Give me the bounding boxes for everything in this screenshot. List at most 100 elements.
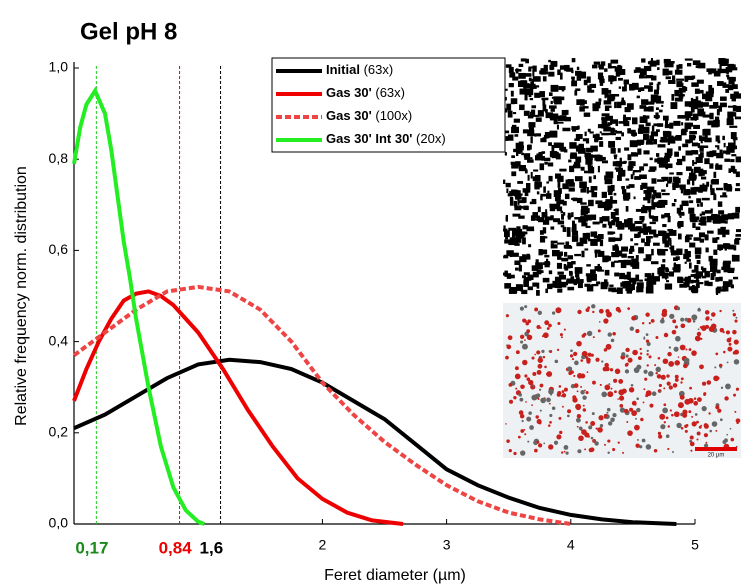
texture xyxy=(628,387,635,393)
texture xyxy=(557,253,562,257)
texture xyxy=(575,271,580,278)
texture xyxy=(510,161,516,165)
texture xyxy=(630,174,634,180)
texture xyxy=(580,188,587,193)
texture xyxy=(573,223,577,230)
texture xyxy=(623,274,631,280)
texture xyxy=(711,312,716,317)
texture xyxy=(700,140,703,144)
texture xyxy=(650,319,655,323)
texture xyxy=(644,242,650,247)
texture xyxy=(617,175,622,181)
texture xyxy=(506,439,510,443)
texture xyxy=(722,350,726,354)
texture xyxy=(728,142,736,150)
texture xyxy=(690,105,699,110)
texture xyxy=(672,267,675,270)
texture xyxy=(634,243,639,246)
texture xyxy=(575,133,583,140)
texture xyxy=(706,380,712,385)
texture xyxy=(572,164,581,169)
texture xyxy=(674,97,683,102)
texture xyxy=(660,374,666,380)
texture xyxy=(657,251,662,256)
texture xyxy=(601,118,608,125)
texture xyxy=(715,187,724,191)
texture xyxy=(636,407,641,413)
texture xyxy=(622,451,625,454)
texture xyxy=(684,249,688,254)
texture xyxy=(616,253,622,257)
chart-title: Gel pH 8 xyxy=(80,18,177,45)
legend-detail: (20x) xyxy=(416,131,446,146)
texture xyxy=(551,249,560,257)
texture xyxy=(715,135,720,142)
texture xyxy=(702,114,710,118)
texture xyxy=(595,427,598,430)
texture xyxy=(727,142,734,146)
texture xyxy=(728,244,735,250)
texture xyxy=(680,381,683,384)
texture xyxy=(557,271,564,275)
texture xyxy=(686,62,692,67)
texture xyxy=(631,132,637,136)
y-tick-label: 0,2 xyxy=(49,424,69,440)
texture xyxy=(505,235,509,240)
texture xyxy=(520,450,526,456)
texture xyxy=(607,451,610,454)
texture xyxy=(504,96,507,101)
texture xyxy=(662,223,667,228)
texture xyxy=(677,220,684,227)
texture xyxy=(667,180,672,184)
texture xyxy=(675,335,681,342)
texture xyxy=(632,84,639,90)
texture xyxy=(507,110,513,118)
texture xyxy=(539,156,545,159)
texture xyxy=(691,99,695,105)
texture xyxy=(559,147,566,151)
texture xyxy=(688,275,691,282)
texture xyxy=(512,213,521,217)
texture xyxy=(660,424,666,430)
texture xyxy=(635,220,643,225)
texture xyxy=(722,281,731,288)
texture xyxy=(569,154,578,159)
texture xyxy=(583,79,588,86)
texture xyxy=(670,250,679,256)
texture xyxy=(543,442,546,445)
texture xyxy=(550,243,555,249)
y-tick-label: 0,4 xyxy=(49,332,69,348)
texture xyxy=(713,375,720,382)
texture xyxy=(690,108,695,113)
texture xyxy=(545,372,549,376)
texture xyxy=(599,131,602,134)
texture xyxy=(686,179,691,185)
texture xyxy=(534,184,540,190)
texture xyxy=(673,264,681,272)
texture xyxy=(724,58,727,61)
texture xyxy=(719,102,727,108)
texture xyxy=(544,254,550,258)
texture xyxy=(604,68,608,72)
texture xyxy=(540,270,544,273)
texture xyxy=(549,413,553,418)
texture xyxy=(534,155,540,161)
texture xyxy=(604,443,606,446)
texture xyxy=(568,182,575,187)
texture xyxy=(579,106,585,112)
texture xyxy=(604,91,607,99)
texture xyxy=(514,134,519,137)
texture xyxy=(635,67,641,73)
texture xyxy=(690,117,695,121)
texture xyxy=(685,234,693,237)
texture xyxy=(569,165,575,173)
texture xyxy=(700,152,704,158)
texture xyxy=(532,282,538,287)
texture xyxy=(548,71,555,77)
texture xyxy=(564,64,570,72)
texture xyxy=(557,220,565,225)
texture xyxy=(586,284,594,292)
texture xyxy=(735,156,741,163)
texture xyxy=(731,98,736,102)
texture xyxy=(673,346,679,352)
